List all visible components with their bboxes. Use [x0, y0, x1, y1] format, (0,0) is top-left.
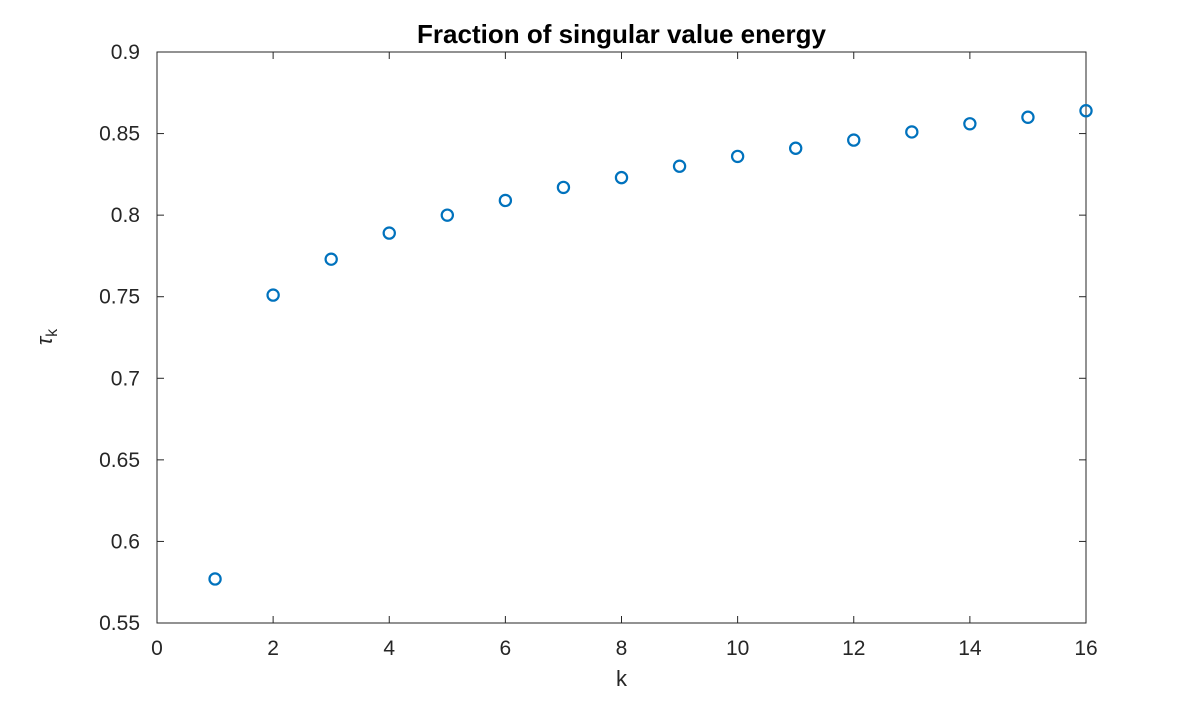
data-point — [963, 117, 977, 131]
y-axis-label: τk — [32, 328, 61, 345]
x-tick-label: 4 — [383, 637, 395, 660]
y-tick-label: 0.8 — [111, 204, 140, 227]
data-point — [614, 170, 629, 185]
x-tick-label: 2 — [267, 637, 279, 660]
data-point — [847, 133, 861, 147]
data-point — [1079, 104, 1093, 118]
y-tick-label: 0.65 — [99, 449, 140, 472]
data-point — [788, 141, 803, 155]
chart-title: Fraction of singular value energy — [417, 19, 826, 49]
y-tick-label: 0.6 — [111, 530, 140, 553]
data-point — [324, 252, 338, 266]
data-point — [556, 180, 571, 195]
data-point — [498, 193, 513, 208]
axes-layer: 0 2 4 6 8 10 12 14 16 0.55 0.6 0.65 0.7 0.75 0.8 0.85 0.… — [99, 41, 1098, 660]
data-point — [730, 149, 745, 164]
y-tick-label: 0.75 — [99, 286, 140, 309]
y-tick-label: 0.85 — [99, 123, 140, 146]
plot-box — [156, 51, 1087, 624]
data-point — [382, 226, 396, 240]
data-point — [672, 159, 687, 173]
x-tick-label: 6 — [500, 637, 512, 660]
x-tick-label: 16 — [1074, 637, 1097, 660]
data-point — [266, 288, 280, 302]
x-tick-label: 8 — [616, 637, 628, 660]
x-tick-label: 10 — [726, 637, 749, 660]
y-tick-label: 0.7 — [111, 367, 140, 390]
y-tick-label: 0.9 — [111, 41, 140, 64]
x-axis-label: k — [616, 666, 628, 691]
data-point — [440, 208, 455, 222]
y-axis-label-tau: τ — [32, 335, 57, 345]
y-axis-label-subscript: k — [44, 328, 61, 337]
x-tick-label: 12 — [842, 637, 865, 660]
data-point — [208, 572, 222, 586]
x-tick-label: 14 — [958, 637, 982, 660]
data-point — [905, 125, 919, 139]
y-tick-label: 0.55 — [99, 612, 140, 635]
data-points-layer — [208, 104, 1093, 586]
x-tick-label: 0 — [151, 637, 163, 660]
data-point — [1021, 110, 1035, 124]
